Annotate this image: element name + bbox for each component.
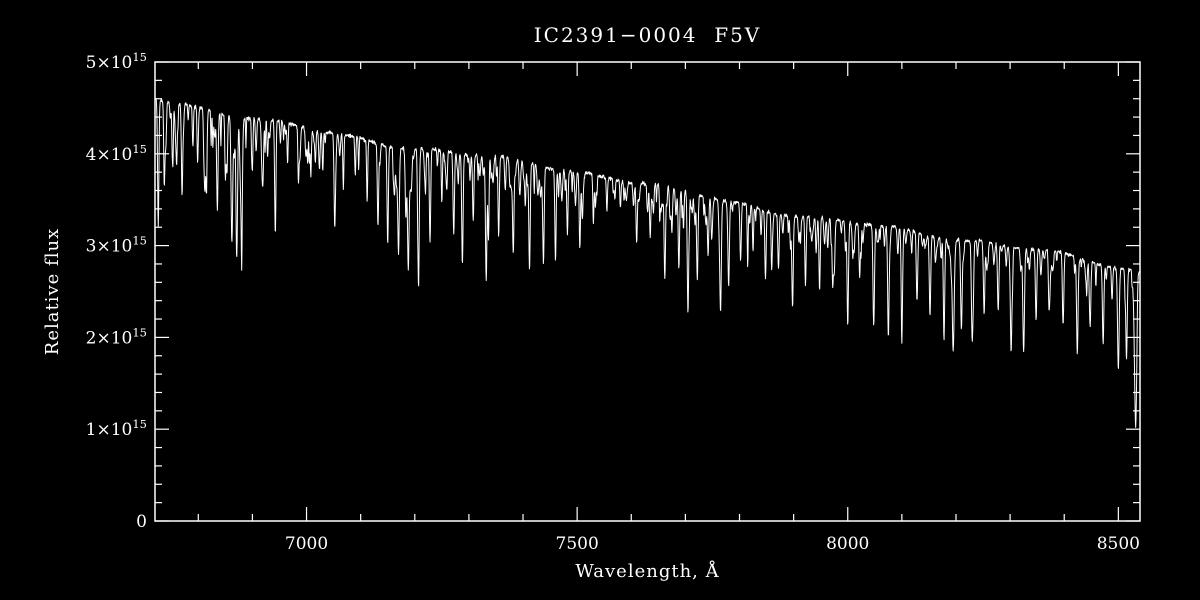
x-tick-label: 7500: [556, 534, 599, 554]
x-tick-label: 8000: [826, 534, 869, 554]
x-axis-label: Wavelength, Å: [575, 560, 719, 582]
y-tick-label: 2×1015: [86, 325, 147, 348]
y-tick-label: 4×1015: [86, 142, 147, 165]
y-tick-label: 5×1015: [86, 50, 147, 73]
y-axis-label: Relative flux: [42, 228, 63, 355]
chart-title: IC2391−0004 F5V: [534, 23, 762, 47]
y-tick-label: 1×1015: [86, 417, 147, 440]
plot-frame: [154, 61, 1141, 522]
x-tick-label: 8500: [1097, 534, 1140, 554]
x-tick-label: 7000: [285, 534, 328, 554]
y-tick-label: 3×1015: [86, 234, 147, 257]
spectrum-line: [154, 97, 1141, 428]
y-tick-label: 0: [136, 512, 147, 532]
